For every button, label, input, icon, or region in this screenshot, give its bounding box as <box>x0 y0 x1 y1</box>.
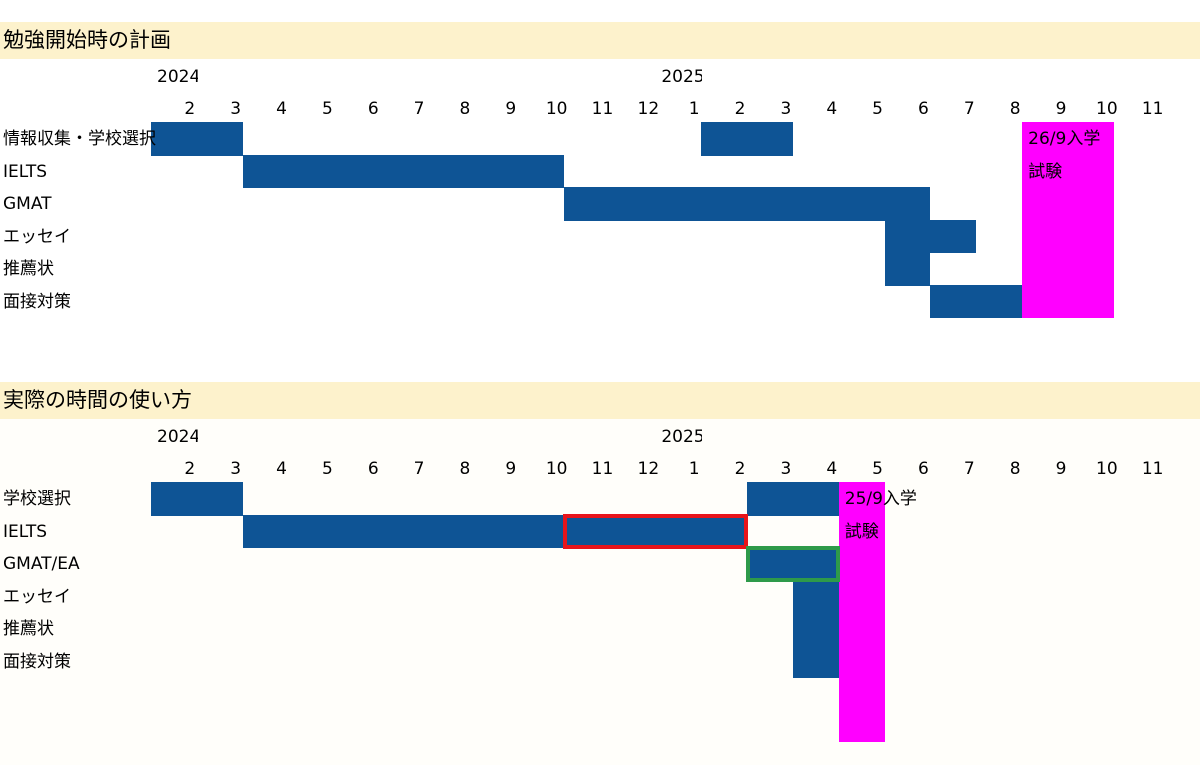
month-tick-label: 12 <box>637 459 660 479</box>
month-tick-label: 2 <box>184 99 196 119</box>
month-tick-label: 4 <box>276 459 287 479</box>
task-row-label: 面接対策 <box>3 291 71 312</box>
exam-label: 25/9入学 <box>844 489 917 509</box>
task-bar <box>151 482 243 516</box>
task-bar <box>884 219 977 253</box>
task-bar <box>242 154 564 188</box>
month-tick-label: 10 <box>1096 99 1118 119</box>
month-tick-label: 4 <box>826 99 838 119</box>
month-tick-label: 8 <box>459 99 471 119</box>
month-tick-label: 6 <box>918 99 929 119</box>
month-tick-label: 10 <box>545 459 568 479</box>
chart-title-plan: 勉強開始時の計画 <box>0 22 1200 59</box>
task-bar <box>792 579 839 613</box>
month-tick-label: 8 <box>1009 459 1021 479</box>
task-row-label: 推薦状 <box>3 619 54 639</box>
exam-label: 試験 <box>1028 161 1063 182</box>
month-tick-label: 9 <box>1055 459 1067 479</box>
task-row-label: IELTS <box>3 521 48 542</box>
highlight-outline <box>562 513 749 549</box>
month-tick-label: 10 <box>545 99 568 119</box>
month-tick-label: 9 <box>505 459 517 479</box>
month-tick-label: 5 <box>872 459 883 479</box>
task-bar <box>792 644 839 678</box>
task-bar <box>242 514 748 548</box>
year-label: 2024 <box>157 67 198 87</box>
task-row-label: GMAT <box>3 194 52 214</box>
year-label: 2024 <box>157 427 198 447</box>
exam-label: 26/9入学 <box>1028 129 1101 149</box>
month-tick-label: 6 <box>367 459 379 479</box>
task-bar <box>563 187 931 221</box>
month-tick-label: 8 <box>1009 99 1021 119</box>
month-tick-label: 9 <box>505 99 517 119</box>
task-row-label: 情報収集・学校選択 <box>3 129 156 149</box>
task-bar <box>747 547 839 581</box>
year-label: 2025 <box>661 67 703 87</box>
year-label: 2025 <box>661 427 703 447</box>
month-tick-label: 5 <box>872 99 883 119</box>
month-tick-label: 5 <box>321 459 333 479</box>
month-tick-label: 11 <box>591 99 614 119</box>
task-row-label: 推薦状 <box>3 259 54 279</box>
month-tick-label: 1 <box>688 459 700 479</box>
highlight-outline <box>746 546 840 582</box>
task-bar <box>884 252 931 286</box>
month-tick-label: 2 <box>184 459 196 479</box>
exam-label: 試験 <box>844 521 879 542</box>
task-bar <box>151 122 243 156</box>
month-tick-label: 7 <box>413 99 425 119</box>
month-tick-label: 10 <box>1096 459 1118 479</box>
chart-background <box>0 419 1200 765</box>
month-tick-label: 8 <box>459 459 471 479</box>
month-tick-label: 7 <box>963 99 975 119</box>
task-row-label: エッセイ <box>3 226 71 247</box>
month-tick-label: 4 <box>276 99 287 119</box>
exam-milestone-bar <box>838 482 885 742</box>
task-bar <box>930 284 1023 318</box>
month-tick-label: 1 <box>688 99 700 119</box>
task-row-label: 学校選択 <box>3 489 71 509</box>
chart-title-actual: 実際の時間の使い方 <box>0 382 1200 419</box>
month-tick-label: 9 <box>1055 99 1067 119</box>
month-tick-label: 11 <box>1141 99 1164 119</box>
month-tick-label: 11 <box>1141 459 1164 479</box>
month-tick-label: 3 <box>230 99 242 119</box>
month-tick-label: 3 <box>780 459 792 479</box>
month-tick-label: 7 <box>413 459 425 479</box>
month-tick-label: 3 <box>780 99 792 119</box>
month-tick-label: 7 <box>963 459 975 479</box>
month-tick-label: 4 <box>826 459 838 479</box>
month-tick-label: 3 <box>230 459 242 479</box>
month-tick-label: 2 <box>734 459 746 479</box>
month-tick-label: 5 <box>321 99 333 119</box>
month-tick-label: 11 <box>591 459 614 479</box>
task-bar <box>747 482 839 516</box>
task-bar <box>792 612 839 646</box>
month-tick-label: 6 <box>918 459 929 479</box>
task-row-label: IELTS <box>3 161 48 182</box>
task-row-label: 面接対策 <box>3 651 71 672</box>
task-row-label: エッセイ <box>3 586 71 607</box>
task-row-label: GMAT/EA <box>3 554 80 574</box>
task-bar <box>701 122 793 156</box>
exam-milestone-bar <box>1022 122 1114 318</box>
month-tick-label: 2 <box>734 99 746 119</box>
month-tick-label: 6 <box>367 99 379 119</box>
month-tick-label: 12 <box>637 99 660 119</box>
